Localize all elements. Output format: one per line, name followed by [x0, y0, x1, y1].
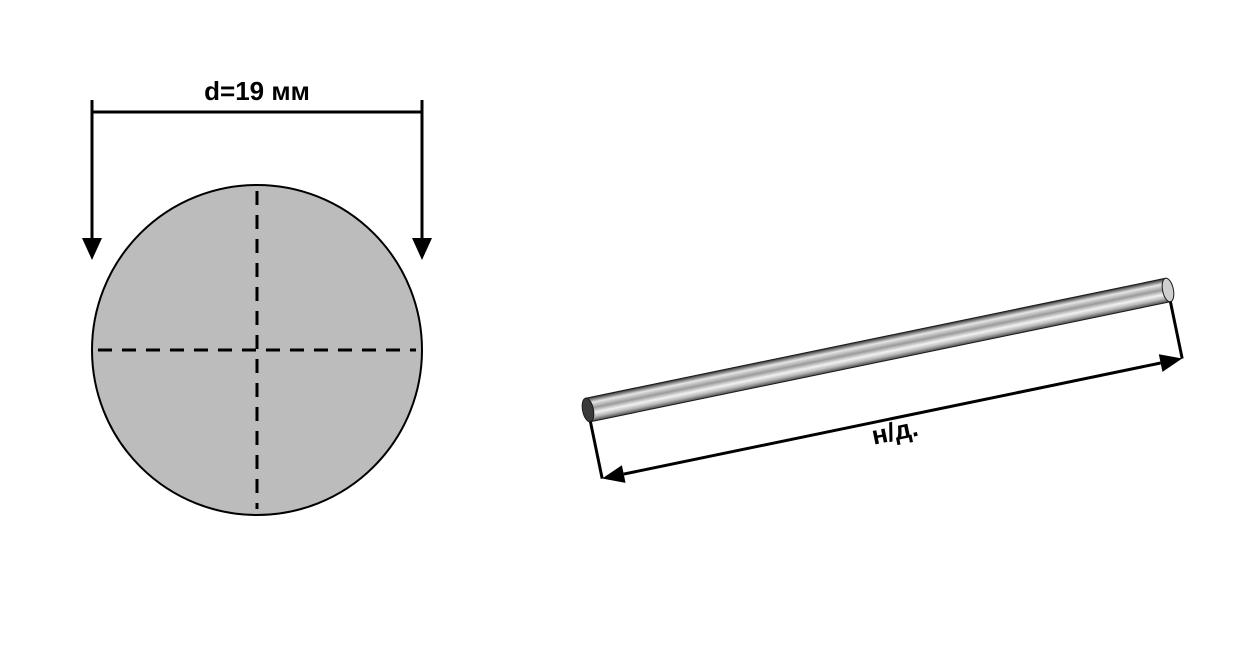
rod-dim-ext-right	[1170, 302, 1182, 359]
diameter-label: d=19 мм	[204, 76, 310, 106]
arrowhead-icon	[412, 238, 432, 260]
cross-section: d=19 мм	[82, 76, 432, 515]
rod-length-label: н/д.	[869, 412, 921, 451]
arrowhead-icon	[1159, 354, 1182, 372]
rod-body	[586, 278, 1171, 422]
rod-dim-ext-left	[590, 422, 602, 479]
technical-diagram: d=19 мм н/д.	[0, 0, 1240, 660]
arrowhead-icon	[602, 465, 625, 483]
rod-view: н/д.	[580, 277, 1182, 483]
diagram-svg: d=19 мм н/д.	[0, 0, 1240, 660]
arrowhead-icon	[82, 238, 102, 260]
